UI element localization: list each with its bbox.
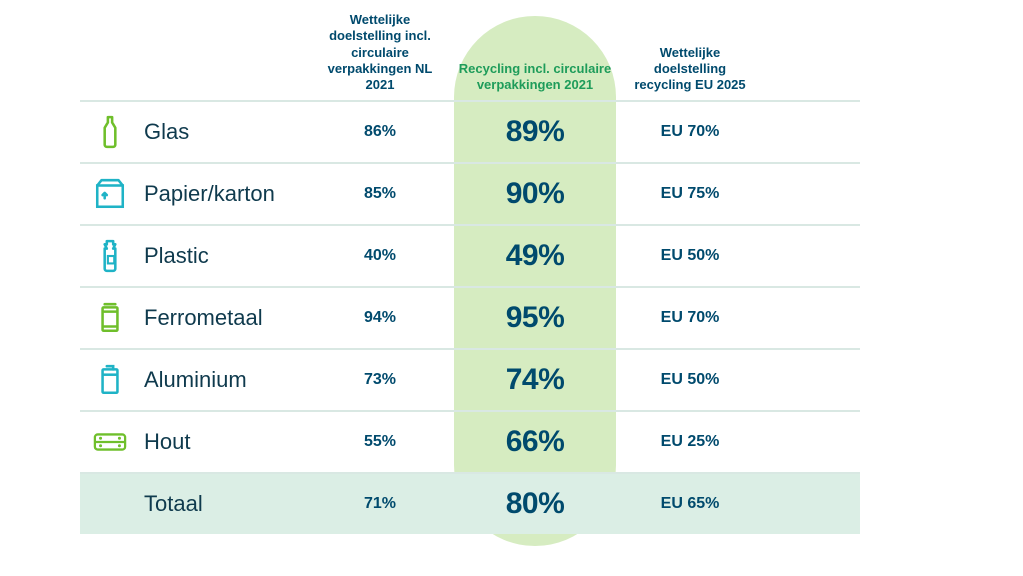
material-name: Hout — [140, 429, 310, 455]
eu-target-value: EU 50% — [620, 247, 760, 265]
table-row: Plastic40%49%EU 50% — [80, 224, 860, 286]
nl-target-value: 55% — [310, 433, 450, 451]
eu-target-value: EU 70% — [620, 309, 760, 327]
eu-target-value: EU 25% — [620, 433, 760, 451]
material-name: Ferrometaal — [140, 305, 310, 331]
recycling-value: 66% — [450, 425, 620, 459]
bottle-icon — [80, 115, 140, 149]
material-name: Papier/karton — [140, 181, 310, 207]
nl-target-value: 86% — [310, 123, 450, 141]
nl-target-value: 85% — [310, 185, 450, 203]
recycling-value: 89% — [450, 115, 620, 149]
material-name: Glas — [140, 119, 310, 145]
recycling-table: Wettelijke doelstelling incl. circulaire… — [80, 12, 860, 534]
material-name: Aluminium — [140, 367, 310, 393]
total-label: Totaal — [140, 491, 310, 517]
pallet-icon — [80, 425, 140, 459]
table-row: Glas86%89%EU 70% — [80, 100, 860, 162]
table-row: Papier/karton85%90%EU 75% — [80, 162, 860, 224]
total-recycling: 80% — [450, 487, 620, 521]
recycling-value: 49% — [450, 239, 620, 273]
nl-target-value: 94% — [310, 309, 450, 327]
nl-target-value: 73% — [310, 371, 450, 389]
eu-target-value: EU 75% — [620, 185, 760, 203]
jug-icon — [80, 239, 140, 273]
nl-target-value: 40% — [310, 247, 450, 265]
eu-target-value: EU 50% — [620, 371, 760, 389]
table-header-row: Wettelijke doelstelling incl. circulaire… — [80, 12, 860, 100]
table-row: Hout55%66%EU 25% — [80, 410, 860, 472]
total-nl: 71% — [310, 495, 450, 513]
header-recycling: Recycling incl. circulaire verpakkingen … — [450, 61, 620, 104]
total-eu: EU 65% — [620, 495, 760, 513]
recycling-value: 95% — [450, 301, 620, 335]
recycling-value: 74% — [450, 363, 620, 397]
header-eu: Wettelijke doelstelling recycling EU 202… — [620, 45, 760, 104]
header-nl: Wettelijke doelstelling incl. circulaire… — [310, 12, 450, 103]
can2-icon — [80, 363, 140, 397]
can-icon — [80, 301, 140, 335]
material-name: Plastic — [140, 243, 310, 269]
table-row: Ferrometaal94%95%EU 70% — [80, 286, 860, 348]
eu-target-value: EU 70% — [620, 123, 760, 141]
recycling-value: 90% — [450, 177, 620, 211]
table-total-row: Totaal 71% 80% EU 65% — [80, 472, 860, 534]
box-icon — [80, 177, 140, 211]
table-row: Aluminium73%74%EU 50% — [80, 348, 860, 410]
